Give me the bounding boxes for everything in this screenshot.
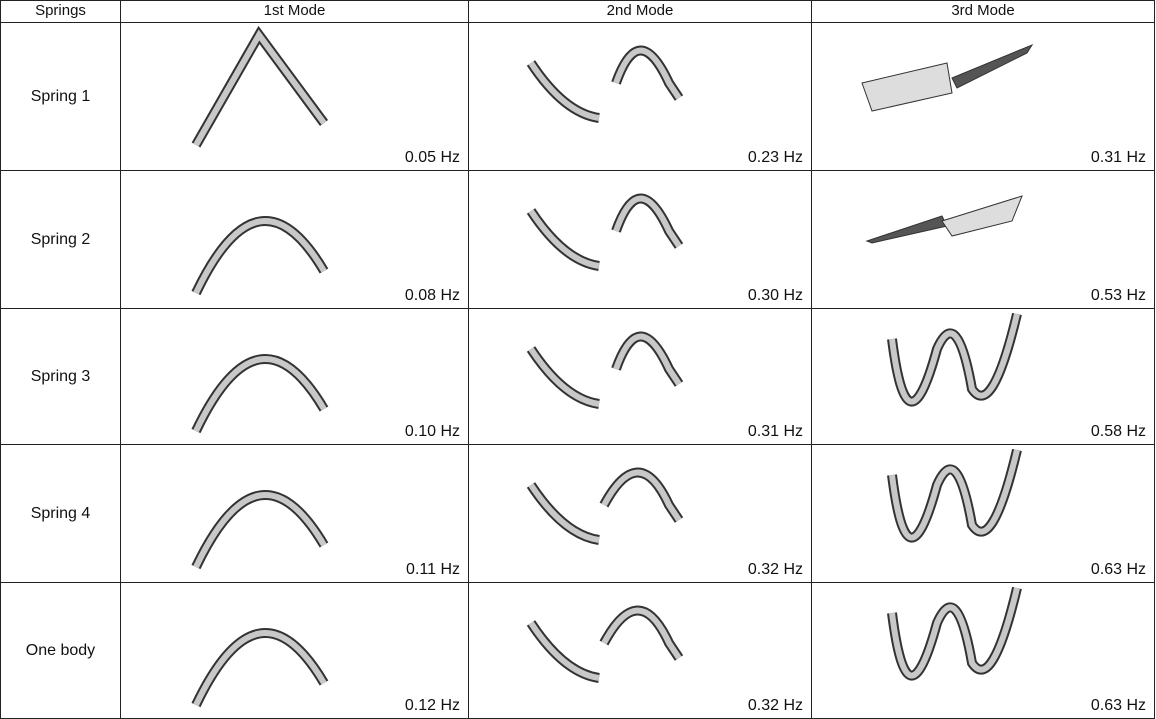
mode-shape (942, 196, 1022, 236)
frequency-label: 0.05 Hz (405, 149, 460, 167)
frequency-label: 0.10 Hz (405, 423, 460, 441)
mode-cell: 0.31 Hz (468, 308, 811, 444)
mode-cell: 0.53 Hz (811, 170, 1154, 308)
mode-shape (196, 221, 324, 293)
mode-cell: 0.58 Hz (811, 308, 1154, 444)
mode-shape (531, 623, 599, 678)
row-label: Spring 4 (0, 444, 120, 582)
mode-cell: 0.63 Hz (811, 582, 1154, 718)
mode-shape (196, 495, 324, 567)
frequency-label: 0.11 Hz (406, 561, 460, 579)
mode-cell: 0.32 Hz (468, 582, 811, 718)
mode-cell: 0.11 Hz (120, 444, 468, 582)
frequency-label: 0.63 Hz (1091, 561, 1146, 579)
mode-shape (531, 211, 599, 266)
mode-cell: 0.30 Hz (468, 170, 811, 308)
frequency-label: 0.53 Hz (1091, 287, 1146, 305)
mode-shape (604, 473, 679, 521)
frequency-label: 0.32 Hz (748, 561, 803, 579)
mode-cell: 0.05 Hz (120, 22, 468, 170)
mode-shape (892, 314, 1017, 402)
mode-cell: 0.08 Hz (120, 170, 468, 308)
mode-shape (862, 63, 952, 111)
header-cell: 2nd Mode (468, 0, 811, 22)
mode-shape (196, 633, 324, 705)
header-cell: 3rd Mode (811, 0, 1154, 22)
mode-cell: 0.23 Hz (468, 22, 811, 170)
mode-shape (604, 611, 679, 659)
mode-shape (196, 35, 324, 145)
row-label: Spring 2 (0, 170, 120, 308)
mode-shape (867, 216, 947, 243)
frequency-label: 0.31 Hz (1091, 149, 1146, 167)
frequency-label: 0.58 Hz (1091, 423, 1146, 441)
mode-cell: 0.12 Hz (120, 582, 468, 718)
frequency-label: 0.23 Hz (748, 149, 803, 167)
frequency-label: 0.30 Hz (748, 287, 803, 305)
mode-shape (892, 588, 1017, 676)
frequency-label: 0.31 Hz (748, 423, 803, 441)
mode-cell: 0.63 Hz (811, 444, 1154, 582)
mode-shape (531, 485, 599, 540)
mode-shape (196, 359, 324, 431)
mode-table: Springs1st Mode2nd Mode3rd Mode Spring 1 0… (0, 0, 1156, 719)
row-label: Spring 3 (0, 308, 120, 444)
frequency-label: 0.08 Hz (405, 287, 460, 305)
row-label: One body (0, 582, 120, 718)
frequency-label: 0.12 Hz (405, 697, 460, 715)
header-cell: Springs (0, 0, 120, 22)
mode-shape (531, 349, 599, 404)
mode-shape (952, 45, 1032, 88)
mode-shape (892, 450, 1017, 538)
mode-shape (892, 450, 1017, 538)
header-cell: 1st Mode (120, 0, 468, 22)
mode-shape (892, 588, 1017, 676)
row-label: Spring 1 (0, 22, 120, 170)
mode-cell: 0.32 Hz (468, 444, 811, 582)
frequency-label: 0.63 Hz (1091, 697, 1146, 715)
mode-cell: 0.31 Hz (811, 22, 1154, 170)
frequency-label: 0.32 Hz (748, 697, 803, 715)
mode-cell: 0.10 Hz (120, 308, 468, 444)
mode-shape (892, 314, 1017, 402)
mode-shape (531, 63, 599, 118)
